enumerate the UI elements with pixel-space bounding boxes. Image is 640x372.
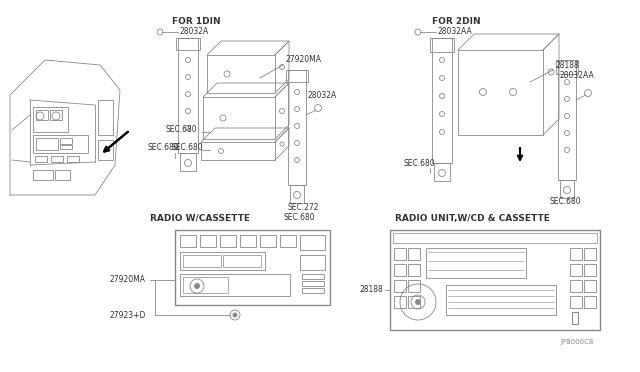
Bar [180, 252, 265, 270]
Bar [393, 233, 597, 243]
Bar [300, 235, 325, 250]
Text: RADIO UNIT,W/CD & CASSETTE: RADIO UNIT,W/CD & CASSETTE [395, 214, 550, 222]
Bar [220, 235, 236, 247]
Bar [55, 170, 70, 180]
Bar [60, 138, 72, 144]
Bar [178, 38, 198, 153]
Bar [290, 185, 304, 203]
Bar [570, 264, 582, 276]
Bar [50, 110, 62, 120]
Bar [67, 156, 79, 162]
Text: RADIO W/CASSETTE: RADIO W/CASSETTE [150, 214, 250, 222]
Text: JP8000C8: JP8000C8 [560, 339, 593, 345]
Bar [570, 248, 582, 260]
Bar [426, 248, 526, 278]
Text: 28188: 28188 [360, 285, 384, 295]
Bar [223, 255, 261, 267]
Bar [408, 264, 420, 276]
Bar [584, 280, 596, 292]
Bar [200, 235, 216, 247]
Bar [280, 235, 296, 247]
Bar [36, 138, 58, 150]
Bar [98, 140, 113, 160]
Bar [35, 156, 47, 162]
Circle shape [415, 299, 420, 305]
Bar [560, 180, 574, 198]
Text: 28188: 28188 [555, 61, 579, 70]
Bar [446, 285, 556, 315]
Bar [33, 170, 53, 180]
Bar [288, 70, 306, 185]
Bar [207, 55, 275, 93]
Text: 28032A: 28032A [308, 90, 337, 99]
Bar [556, 60, 578, 74]
Bar [458, 50, 543, 135]
Bar [434, 163, 450, 181]
Bar [408, 248, 420, 260]
Bar [390, 230, 600, 330]
Bar [60, 145, 72, 149]
Bar [572, 312, 578, 324]
Text: FOR 1DIN: FOR 1DIN [172, 17, 221, 26]
Bar [240, 235, 256, 247]
Bar [394, 264, 406, 276]
Bar [180, 274, 290, 296]
Bar [176, 38, 200, 50]
Bar [302, 281, 324, 286]
Text: SEC.680: SEC.680 [165, 125, 196, 135]
Text: 28032AA: 28032AA [438, 28, 473, 36]
Bar [570, 280, 582, 292]
Text: SEC.680: SEC.680 [550, 198, 582, 206]
Text: 27923+D: 27923+D [110, 311, 147, 320]
Text: 28032A: 28032A [180, 28, 209, 36]
Bar [180, 153, 196, 171]
Bar [98, 100, 113, 135]
Bar [572, 312, 578, 324]
Bar [430, 38, 454, 52]
Text: 28032AA: 28032AA [560, 71, 595, 80]
Bar [394, 248, 406, 260]
Bar [584, 264, 596, 276]
Bar [183, 277, 228, 293]
Bar [260, 235, 276, 247]
Text: SEC.680: SEC.680 [172, 144, 204, 153]
Bar [302, 288, 324, 293]
Bar [201, 142, 275, 160]
Bar [36, 110, 48, 120]
Bar [175, 230, 330, 305]
Bar [408, 280, 420, 292]
Bar [558, 60, 576, 180]
Bar [584, 296, 596, 308]
Bar [408, 296, 420, 308]
Bar [203, 97, 275, 139]
Bar [180, 235, 196, 247]
Bar [394, 280, 406, 292]
Circle shape [195, 283, 200, 289]
Bar [183, 255, 221, 267]
Text: SEC.272: SEC.272 [288, 202, 319, 212]
Bar [572, 312, 578, 324]
Text: SEC.680: SEC.680 [148, 144, 180, 153]
Bar [394, 296, 406, 308]
Circle shape [233, 313, 237, 317]
Bar [584, 248, 596, 260]
Text: 27920MA: 27920MA [110, 276, 146, 285]
Bar [300, 255, 325, 270]
Bar [33, 135, 88, 153]
Text: 27920MA: 27920MA [285, 55, 321, 64]
Bar [33, 107, 68, 132]
Bar [570, 296, 582, 308]
Bar [51, 156, 63, 162]
Text: FOR 2DIN: FOR 2DIN [432, 17, 481, 26]
Bar [286, 70, 308, 82]
Text: SEC.680: SEC.680 [283, 214, 315, 222]
Bar [302, 274, 324, 279]
Bar [432, 38, 452, 163]
Text: SEC.680: SEC.680 [404, 158, 436, 167]
Bar [572, 312, 578, 324]
